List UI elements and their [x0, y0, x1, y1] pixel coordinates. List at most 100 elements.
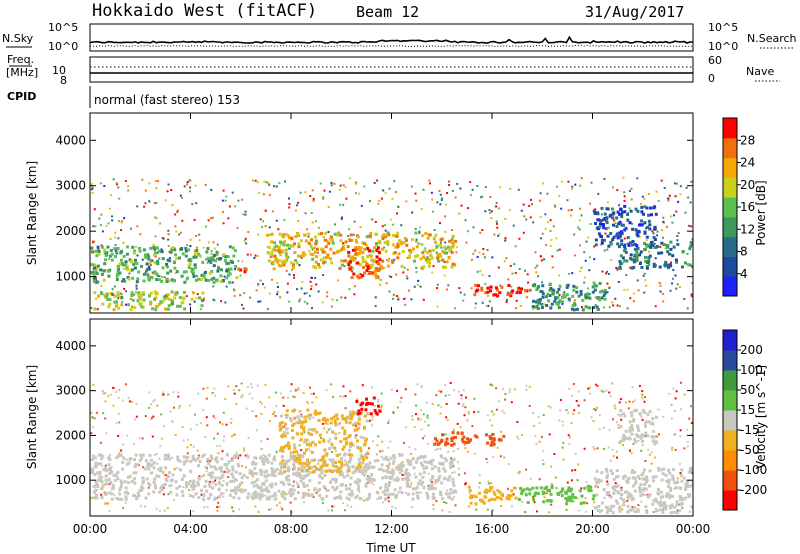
- data-cell: [304, 239, 308, 243]
- scatter-cell: [689, 469, 692, 472]
- data-cell: [396, 242, 400, 246]
- scatter-cell: [548, 511, 551, 514]
- data-cell: [299, 425, 303, 429]
- y-tick-label: 1000: [55, 473, 86, 487]
- scatter-cell: [330, 184, 333, 187]
- scatter-cell: [289, 501, 292, 504]
- scatter-cell: [324, 487, 327, 490]
- scatter-cell: [192, 510, 195, 513]
- data-cell: [620, 215, 624, 219]
- data-cell: [308, 493, 312, 497]
- data-cell: [252, 471, 256, 475]
- data-cell: [567, 297, 571, 301]
- data-cell: [294, 259, 298, 263]
- scatter-cell: [606, 282, 609, 285]
- scatter-cell: [403, 441, 405, 444]
- scatter-cell: [374, 305, 377, 308]
- data-cell: [542, 490, 546, 494]
- data-cell: [441, 461, 445, 465]
- data-cell: [451, 431, 455, 435]
- data-cell: [343, 429, 347, 433]
- data-cell: [648, 223, 652, 227]
- data-cell: [100, 495, 104, 499]
- data-cell: [496, 489, 500, 492]
- scatter-cell: [315, 396, 318, 399]
- data-cell: [123, 279, 127, 283]
- data-cell: [291, 409, 295, 413]
- scatter-cell: [97, 483, 100, 486]
- data-cell: [283, 470, 286, 474]
- scatter-cell: [275, 219, 278, 222]
- data-cell: [323, 473, 327, 477]
- data-cell: [582, 501, 586, 505]
- scatter-cell: [676, 239, 679, 242]
- data-cell: [416, 494, 420, 498]
- cpid-label: CPID: [7, 90, 36, 103]
- data-cell: [236, 454, 240, 458]
- scatter-cell: [658, 281, 661, 284]
- scatter-cell: [367, 272, 370, 275]
- data-cell: [175, 493, 179, 497]
- scatter-cell: [457, 467, 460, 470]
- data-cell: [647, 258, 651, 262]
- data-cell: [600, 241, 604, 245]
- data-cell: [289, 488, 293, 492]
- scatter-cell: [219, 421, 221, 424]
- data-cell: [115, 497, 119, 500]
- data-cell: [234, 470, 238, 474]
- scatter-cell: [372, 483, 375, 486]
- data-cell: [317, 263, 321, 266]
- data-cell: [600, 219, 604, 223]
- scatter-cell: [363, 185, 366, 188]
- data-cell: [649, 245, 653, 249]
- scatter-cell: [448, 394, 451, 397]
- scatter-cell: [266, 245, 269, 248]
- data-cell: [551, 290, 555, 294]
- scatter-cell: [411, 211, 414, 214]
- scatter-cell: [223, 275, 226, 278]
- data-cell: [143, 467, 147, 471]
- data-cell: [514, 496, 518, 500]
- data-cell: [493, 493, 497, 496]
- scatter-cell: [134, 418, 137, 421]
- scatter-cell: [217, 452, 220, 455]
- data-cell: [407, 478, 411, 482]
- data-cell: [329, 257, 333, 261]
- data-cell: [400, 453, 404, 457]
- scatter-cell: [207, 219, 210, 222]
- data-cell: [173, 266, 177, 270]
- scatter-cell: [243, 449, 246, 452]
- data-cell: [270, 485, 274, 489]
- data-cell: [184, 249, 188, 253]
- data-cell: [194, 251, 197, 255]
- data-cell: [422, 471, 426, 474]
- scatter-cell: [410, 185, 413, 188]
- data-cell: [116, 264, 120, 268]
- data-cell: [357, 463, 361, 466]
- data-cell: [371, 478, 375, 482]
- data-cell: [439, 493, 443, 497]
- data-cell: [448, 475, 452, 479]
- data-cell: [150, 275, 153, 279]
- data-cell: [120, 482, 124, 486]
- scatter-cell: [440, 390, 443, 393]
- scatter-cell: [387, 500, 390, 503]
- data-cell: [460, 437, 464, 441]
- data-cell: [191, 454, 195, 458]
- scatter-cell: [227, 217, 230, 220]
- scatter-cell: [673, 433, 676, 436]
- data-cell: [663, 501, 667, 505]
- data-cell: [690, 505, 693, 509]
- scatter-cell: [415, 404, 418, 407]
- data-cell: [347, 254, 351, 258]
- data-cell: [277, 489, 281, 493]
- data-cell: [350, 489, 354, 493]
- data-cell: [355, 240, 359, 244]
- y-tick-label: 1000: [55, 270, 86, 284]
- scatter-cell: [434, 448, 437, 451]
- data-cell: [571, 294, 575, 298]
- data-cell: [531, 486, 535, 490]
- scatter-cell: [205, 470, 208, 473]
- scatter-cell: [276, 281, 279, 284]
- data-cell: [115, 273, 119, 277]
